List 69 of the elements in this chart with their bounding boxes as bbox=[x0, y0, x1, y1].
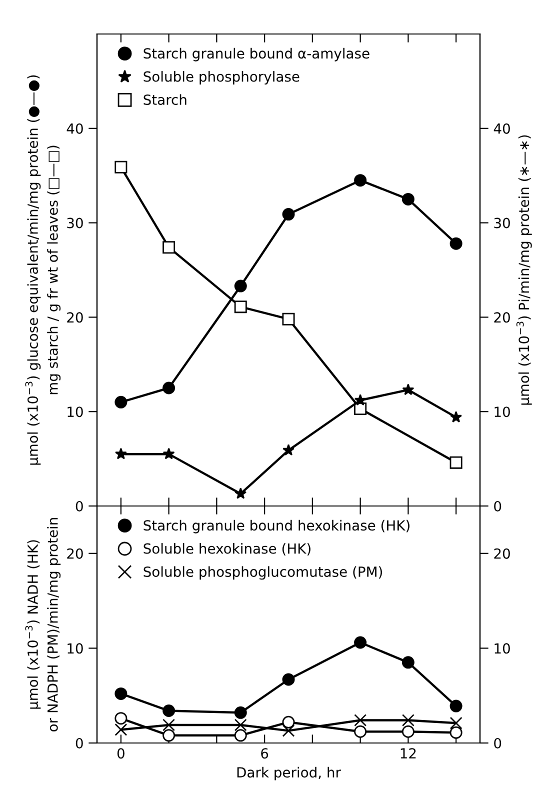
legend-label: Starch granule bound α-amylase bbox=[144, 48, 370, 62]
legend-label: Soluble phosphorylase bbox=[144, 71, 300, 84]
legend-label: Soluble hexokinase (HK) bbox=[144, 543, 310, 556]
point bbox=[162, 382, 176, 394]
point bbox=[354, 394, 366, 406]
y2-tick-label: 40 bbox=[494, 123, 510, 134]
point bbox=[402, 714, 414, 726]
point bbox=[114, 448, 127, 460]
point bbox=[450, 700, 462, 712]
y-tick-label: 0 bbox=[76, 738, 83, 748]
y2-axis-title: μmol (x10$^{−3}$) Pi/min/mg protein (∗—∗) bbox=[516, 135, 532, 405]
legend-label: Soluble phosphoglucomutase (PM) bbox=[144, 566, 382, 580]
y-tick-label: 0 bbox=[76, 500, 83, 512]
point bbox=[162, 448, 175, 460]
point bbox=[282, 208, 295, 221]
y-tick-label: 20 bbox=[67, 548, 83, 559]
y-tick-label: 10 bbox=[68, 406, 83, 418]
x-axis-title: Dark period, hr bbox=[237, 766, 341, 780]
y2-tick-label: 20 bbox=[494, 312, 510, 323]
point bbox=[450, 456, 462, 469]
point bbox=[162, 704, 176, 718]
y2-tick-label: 0 bbox=[494, 500, 502, 512]
y-axis-title: μmol (x10$^{−3}$) glucose equivalent/min/mg protein (●—●) mg starch / g fr wt of leaves (□—□) bbox=[25, 75, 61, 465]
point bbox=[450, 411, 462, 422]
point bbox=[282, 716, 295, 728]
legend-label: Starch granule bound hexokinase (HK) bbox=[144, 520, 410, 534]
y2-tick-label: 10 bbox=[494, 643, 510, 654]
point bbox=[114, 160, 128, 174]
point bbox=[114, 687, 128, 700]
point bbox=[234, 718, 247, 732]
point bbox=[402, 192, 414, 206]
y-tick-label: 10 bbox=[68, 643, 83, 654]
point bbox=[354, 174, 367, 187]
y2-tick-label: 0 bbox=[494, 738, 502, 748]
point bbox=[162, 718, 176, 732]
point bbox=[282, 724, 295, 737]
point bbox=[234, 706, 247, 719]
y2-tick-label: 20 bbox=[494, 548, 510, 559]
point bbox=[450, 237, 462, 250]
point bbox=[114, 396, 128, 408]
point bbox=[114, 712, 128, 725]
y2-tick-label: 30 bbox=[494, 218, 510, 228]
point bbox=[162, 241, 176, 254]
point bbox=[354, 636, 367, 649]
point bbox=[234, 729, 247, 742]
point bbox=[450, 716, 462, 730]
y2-tick-label: 10 bbox=[494, 406, 510, 418]
y-tick-label: 40 bbox=[66, 123, 83, 134]
point bbox=[450, 726, 462, 739]
point bbox=[282, 444, 294, 456]
y-axis-title: μmol (x10$^{−3}$) NADH (HK) or NADPH (PM)/min/mg protein bbox=[25, 518, 61, 732]
legend-label: Starch bbox=[144, 94, 186, 105]
point bbox=[234, 300, 247, 314]
point bbox=[402, 384, 414, 396]
x-tick-label: 6 bbox=[261, 748, 268, 759]
x-tick-label: 0 bbox=[117, 748, 124, 759]
point bbox=[354, 725, 367, 738]
point bbox=[282, 312, 295, 326]
point bbox=[162, 729, 176, 742]
point bbox=[402, 656, 414, 669]
y-tick-label: 30 bbox=[67, 218, 83, 228]
point bbox=[282, 673, 295, 686]
y-tick-label: 20 bbox=[67, 312, 83, 323]
point bbox=[354, 714, 367, 726]
point bbox=[402, 725, 414, 738]
point bbox=[234, 487, 247, 499]
point bbox=[234, 280, 247, 292]
x-tick-label: 12 bbox=[400, 748, 416, 758]
point bbox=[114, 723, 128, 736]
